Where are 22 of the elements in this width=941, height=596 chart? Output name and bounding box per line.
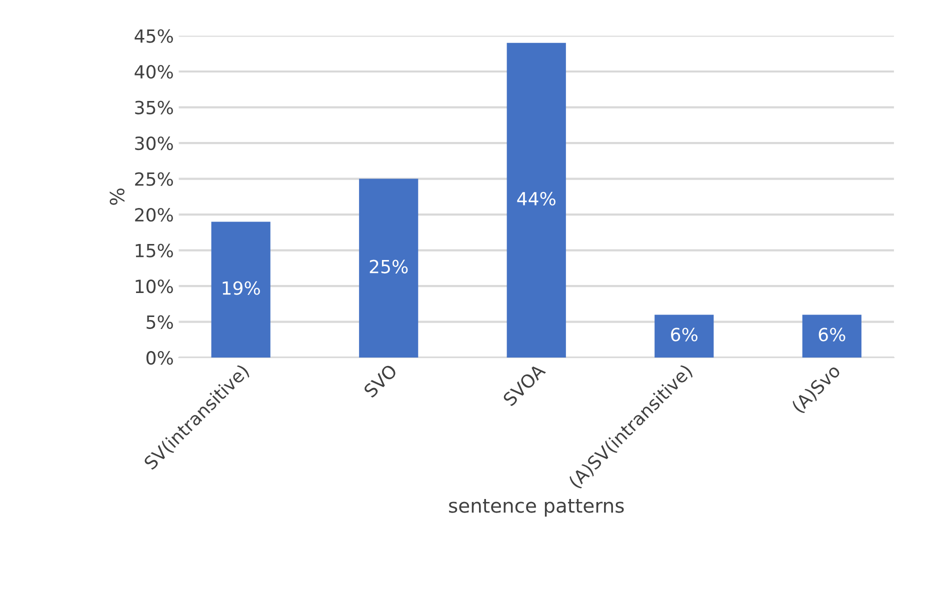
bar — [211, 222, 270, 358]
y-tick-label: 35% — [135, 100, 173, 114]
y-axis-title: % — [110, 188, 124, 205]
y-tick-label: 5% — [146, 315, 173, 329]
bar — [359, 178, 418, 358]
y-tick-label: 20% — [135, 208, 173, 222]
y-tick-label: 45% — [134, 29, 173, 43]
y-tick-label: 25% — [135, 172, 173, 186]
data-label: 6% — [671, 328, 698, 342]
data-label: 6% — [818, 328, 846, 342]
x-axis-title: sentence patterns — [449, 498, 624, 517]
data-label: 25% — [370, 260, 408, 274]
y-tick-label: 15% — [136, 244, 173, 258]
y-tick-label: 30% — [135, 136, 173, 150]
y-tick-label: 0% — [146, 351, 173, 365]
bar — [506, 42, 566, 358]
bar — [802, 314, 862, 358]
data-label: 44% — [517, 192, 556, 206]
y-tick-label: 40% — [134, 64, 173, 79]
bar — [654, 314, 714, 358]
data-label: 19% — [222, 281, 260, 295]
y-tick-label: 10% — [136, 280, 173, 294]
